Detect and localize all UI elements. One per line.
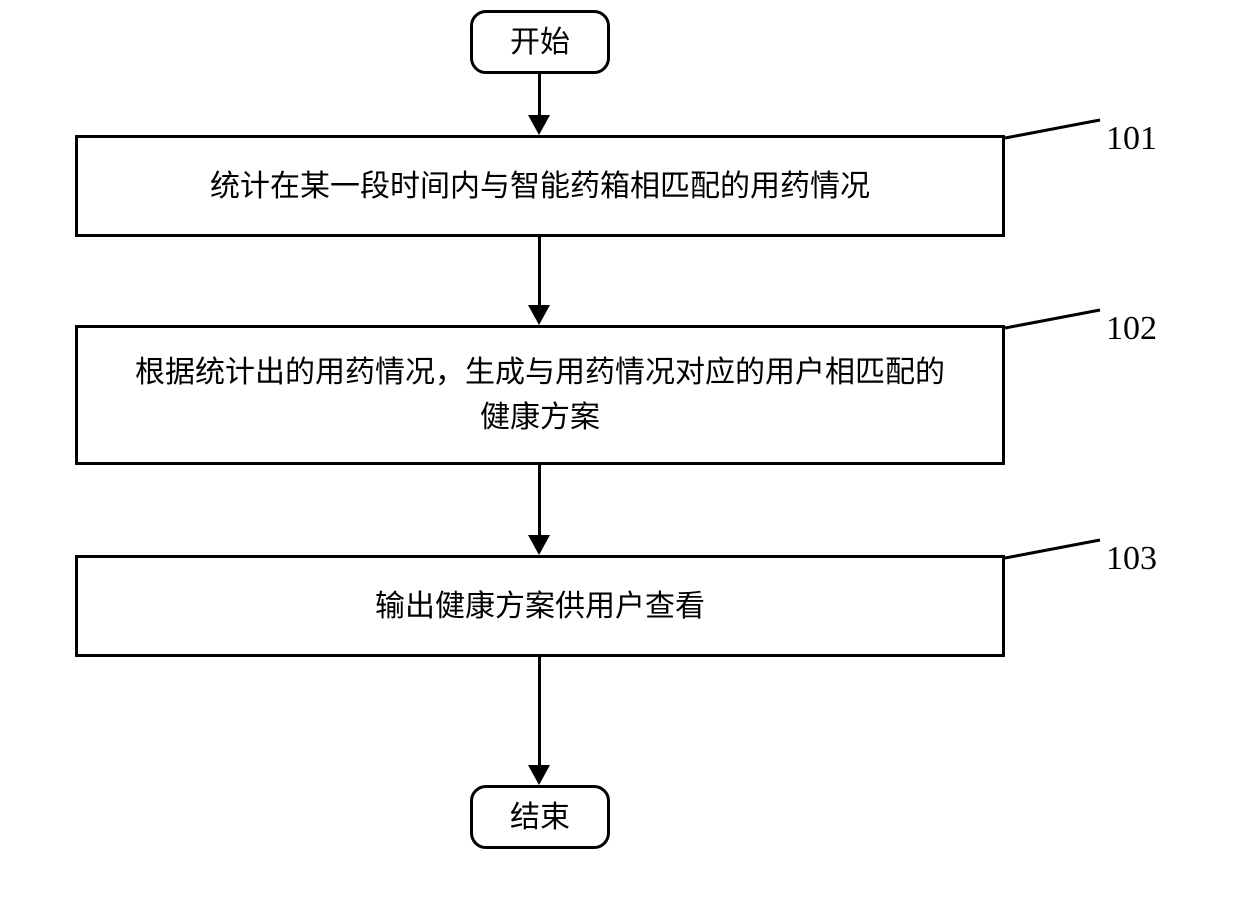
process-step1: 统计在某一段时间内与智能药箱相匹配的用药情况 — [75, 135, 1005, 237]
process-step2: 根据统计出的用药情况，生成与用药情况对应的用户相匹配的健康方案 — [75, 325, 1005, 465]
label-103: 103 — [1106, 540, 1157, 578]
arrow-head-step3-end — [528, 765, 550, 785]
label-102: 102 — [1106, 310, 1157, 348]
arrow-head-start-step1 — [528, 115, 550, 135]
end-text: 结束 — [510, 795, 570, 840]
start-node: 开始 — [470, 10, 610, 74]
step1-text: 统计在某一段时间内与智能药箱相匹配的用药情况 — [210, 164, 870, 209]
arrow-head-step2-step3 — [528, 535, 550, 555]
leader-line-103 — [1000, 535, 1110, 565]
leader-line-102 — [1000, 305, 1110, 335]
arrow-start-step1 — [538, 74, 541, 116]
arrow-step1-step2 — [538, 237, 541, 306]
label-101: 101 — [1106, 120, 1157, 158]
start-text: 开始 — [510, 20, 570, 65]
end-node: 结束 — [470, 785, 610, 849]
leader-line-101 — [1000, 115, 1110, 145]
step2-text: 根据统计出的用药情况，生成与用药情况对应的用户相匹配的健康方案 — [130, 350, 950, 440]
arrow-step2-step3 — [538, 465, 541, 536]
arrow-head-step1-step2 — [528, 305, 550, 325]
step3-text: 输出健康方案供用户查看 — [375, 584, 705, 629]
arrow-step3-end — [538, 657, 541, 766]
process-step3: 输出健康方案供用户查看 — [75, 555, 1005, 657]
flowchart-container: 开始 统计在某一段时间内与智能药箱相匹配的用药情况 101 根据统计出的用药情况… — [0, 0, 1240, 897]
